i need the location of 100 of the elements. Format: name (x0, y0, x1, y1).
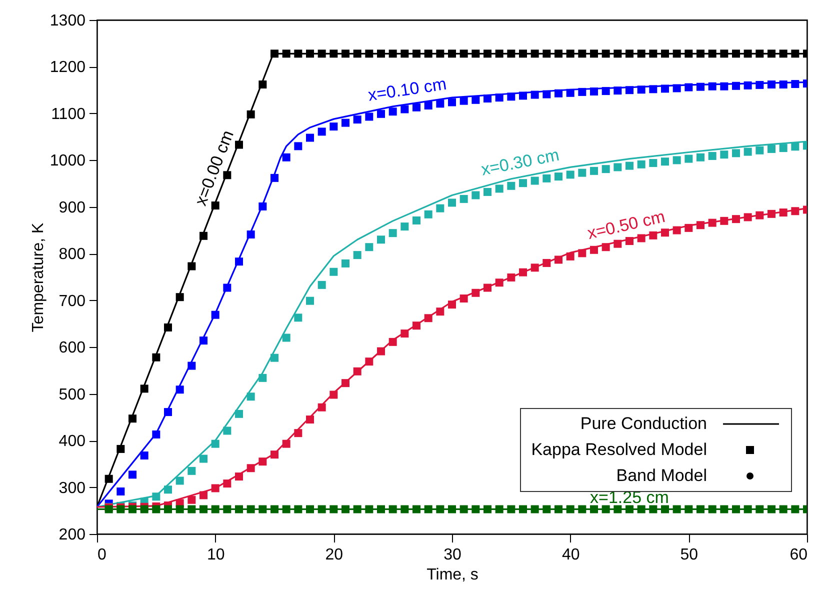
point (342, 259, 350, 268)
point (164, 323, 172, 332)
point (637, 505, 646, 514)
point (661, 228, 669, 237)
point (708, 82, 716, 90)
point (246, 464, 255, 472)
point (258, 202, 267, 210)
point (294, 505, 302, 514)
point (566, 170, 574, 179)
x-tick-label: 20 (325, 546, 344, 564)
point (720, 505, 728, 514)
point (779, 144, 788, 152)
point (412, 50, 420, 58)
point (342, 50, 350, 58)
point (318, 403, 326, 412)
point (330, 390, 338, 399)
point (708, 50, 716, 58)
point (661, 84, 669, 93)
point (412, 216, 420, 224)
point (768, 144, 776, 153)
point (388, 108, 397, 116)
point (246, 505, 255, 514)
point (188, 362, 196, 370)
annotation: x=0.50 cm (586, 206, 667, 244)
point (602, 165, 610, 174)
point (448, 98, 456, 106)
point (472, 96, 480, 104)
point (590, 87, 598, 96)
point (684, 50, 693, 58)
point (554, 50, 562, 58)
point (140, 505, 148, 514)
point (554, 172, 562, 181)
point (306, 134, 314, 142)
point (258, 374, 267, 382)
point (684, 224, 693, 232)
point (270, 505, 278, 514)
point (519, 268, 527, 276)
point (684, 83, 693, 92)
point (294, 142, 302, 150)
point (164, 486, 172, 494)
point (614, 240, 622, 248)
point (708, 505, 716, 514)
point (768, 80, 776, 88)
x-tick-label: 10 (206, 546, 225, 564)
point (330, 50, 338, 58)
point (519, 50, 527, 58)
point (400, 105, 409, 114)
point (140, 384, 148, 393)
legend-label: Band Model (616, 466, 707, 486)
point (211, 484, 220, 492)
point (578, 88, 586, 96)
point (530, 90, 539, 99)
point (424, 210, 432, 218)
point (388, 338, 397, 346)
y-tick-label: 300 (58, 480, 86, 497)
point (720, 50, 728, 58)
point (590, 50, 598, 58)
point (377, 110, 385, 118)
point (318, 50, 326, 58)
point (282, 334, 290, 342)
point (495, 184, 504, 193)
point (235, 258, 243, 266)
point (211, 310, 220, 319)
point (756, 50, 764, 58)
point (602, 87, 610, 96)
point (626, 505, 634, 514)
point (448, 300, 456, 309)
point (542, 258, 551, 267)
point (330, 122, 338, 131)
point (460, 505, 468, 514)
point (258, 80, 267, 88)
point (164, 408, 172, 416)
point (672, 84, 681, 92)
point (791, 80, 800, 88)
point (294, 50, 302, 58)
point (176, 386, 184, 394)
point (448, 505, 456, 514)
point (696, 50, 704, 58)
point (649, 85, 658, 94)
point (484, 94, 492, 102)
point (400, 505, 409, 514)
point (353, 367, 362, 376)
point (542, 50, 551, 58)
point (306, 50, 314, 58)
point (223, 171, 232, 180)
point (436, 50, 444, 58)
point (128, 505, 136, 514)
point (400, 50, 409, 58)
point (365, 243, 374, 252)
point (436, 100, 444, 108)
point (484, 284, 492, 292)
y-tick-label: 700 (58, 292, 86, 310)
point (554, 505, 562, 514)
point (436, 505, 444, 514)
point (519, 92, 527, 100)
point (246, 392, 255, 401)
point (104, 474, 113, 483)
point (720, 150, 728, 159)
point (744, 50, 752, 58)
point (353, 50, 362, 58)
